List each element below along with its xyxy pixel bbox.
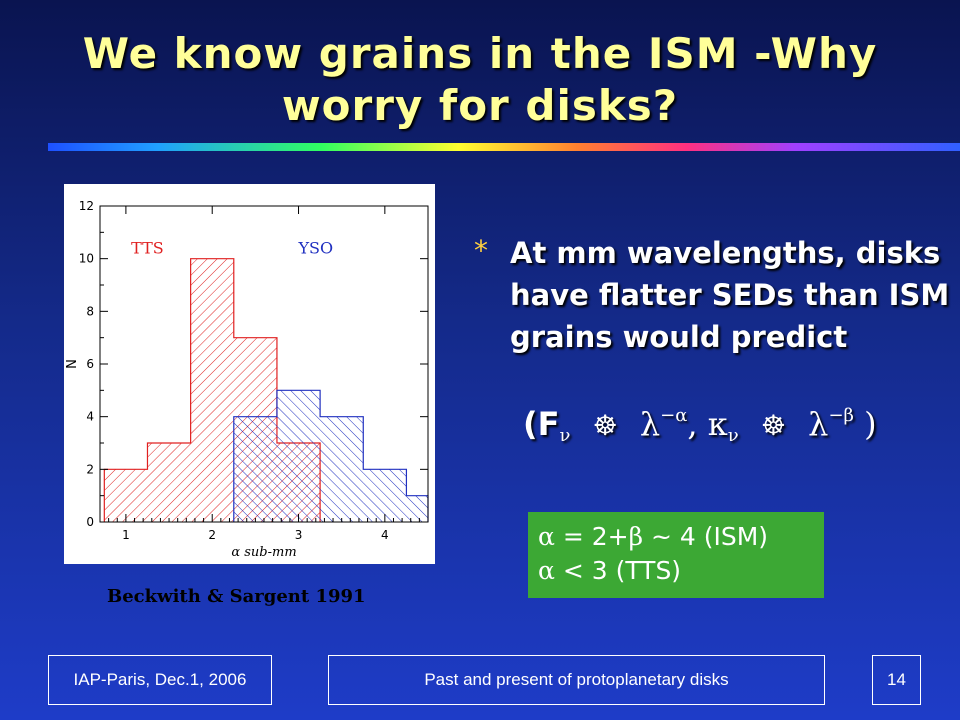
footer-talk-title: Past and present of protoplanetary disks: [328, 655, 825, 705]
x-tick-label-2: 3: [295, 528, 303, 542]
x-tick-label-0: 1: [122, 528, 130, 542]
formula-exp-alpha: −α: [660, 405, 688, 426]
formula-lambda: λ: [639, 405, 661, 443]
y-tick-label-1: 2: [86, 462, 94, 476]
y-tick-label-6: 12: [79, 199, 94, 213]
relation-tail-1: ~ 4 (ISM): [643, 522, 769, 551]
formula-comma: ,: [687, 405, 698, 443]
title-line-1: We know grains in the ISM -Why: [82, 29, 878, 78]
footer-venue: IAP-Paris, Dec.1, 2006: [48, 655, 272, 705]
formula-kappa: κ: [707, 405, 728, 443]
alpha-relation-line-2: α < 3 (TTS): [538, 554, 814, 588]
proportional-icon: ☸: [592, 409, 618, 442]
y-axis-label: N: [65, 359, 80, 369]
figure-caption: Beckwith & Sargent 1991: [107, 586, 366, 607]
hist-bar-yso-2: [320, 416, 364, 522]
alpha-symbol: α: [538, 522, 555, 551]
hist-bar-tts-2: [190, 258, 234, 522]
formula-nu-sub: ν: [559, 425, 571, 446]
hist-bar-yso-1: [276, 390, 321, 522]
footer-page-number: 14: [872, 655, 921, 705]
relation-text-2: < 3 (TTS): [554, 556, 682, 585]
series-label-yso: YSO: [297, 238, 333, 257]
y-tick-label-5: 10: [79, 252, 94, 266]
series-label-tts: TTS: [131, 238, 164, 257]
formula-close: ): [864, 405, 877, 443]
x-axis-label: α sub-mm: [231, 545, 296, 560]
y-tick-label-2: 4: [86, 410, 94, 424]
y-tick-label-3: 6: [86, 357, 94, 371]
sed-formula: (Fν ☸ λ−α, κν ☸ λ−β ): [523, 405, 877, 446]
hist-bar-tts-0: [104, 469, 148, 522]
formula-exp-beta: −β: [828, 405, 854, 426]
hist-bar-tts-1: [147, 443, 191, 522]
rainbow-divider: [48, 143, 960, 151]
bullet-text: At mm wavelengths, disks have flatter SE…: [510, 236, 950, 354]
alpha-symbol-2: α: [538, 556, 555, 585]
alpha-relation-line-1: α = 2+β ~ 4 (ISM): [538, 520, 814, 554]
y-tick-label-0: 0: [86, 515, 94, 529]
slide-title: We know grains in the ISM -Why worry for…: [40, 28, 920, 132]
formula-kappa-sub: ν: [727, 425, 739, 446]
x-tick-label-3: 4: [381, 528, 389, 542]
proportional-icon-2: ☸: [760, 409, 786, 442]
alpha-relation-box: α = 2+β ~ 4 (ISM) α < 3 (TTS): [528, 512, 824, 598]
hist-outline-yso: [233, 389, 429, 522]
formula-lambda-2: λ: [808, 405, 829, 443]
bullet-star-icon: *: [474, 234, 488, 267]
y-tick-label-4: 8: [86, 304, 94, 318]
histogram-figure: 1 2 3 4 0 2 4 6 8 10 12 α sub-mm N TTS YSO: [64, 184, 435, 564]
hist-bar-yso-0: [233, 416, 277, 522]
x-tick-label-1: 2: [208, 528, 216, 542]
hist-bar-yso-4: [406, 495, 428, 522]
formula-open: (F: [523, 405, 560, 443]
hist-bar-yso-3: [363, 469, 407, 522]
relation-text-1: = 2+: [554, 522, 629, 551]
beta-symbol: β: [628, 522, 644, 551]
title-line-2: worry for disks?: [281, 81, 679, 130]
